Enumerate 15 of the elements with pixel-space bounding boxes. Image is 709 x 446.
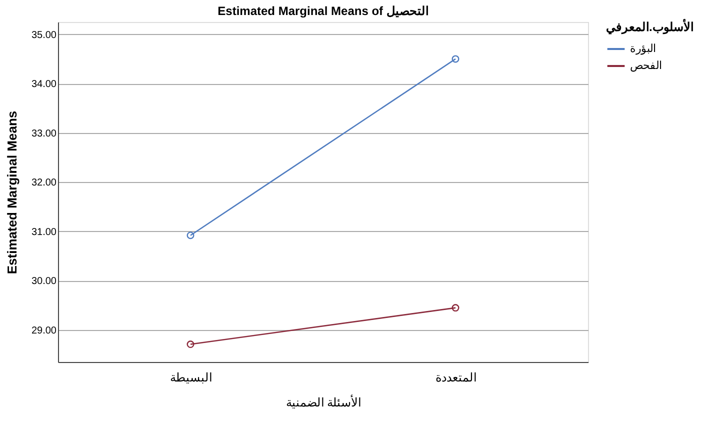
y-tick-label: 35.00 [31, 30, 57, 41]
y-tick-label: 32.00 [31, 178, 57, 189]
y-tick-label: 34.00 [31, 79, 57, 90]
legend-label: البؤرة [630, 43, 656, 55]
y-tick-label: 31.00 [31, 226, 57, 238]
y-axis-title: Estimated Marginal Means [4, 110, 20, 274]
x-axis-title: الأسئلة الضمنية [286, 394, 362, 410]
legend-title: الأسلوب.المعرفي [606, 19, 694, 35]
y-tick-label: 33.00 [31, 128, 57, 140]
y-tick-label: 30.00 [31, 276, 57, 288]
y-tick-label: 29.00 [31, 325, 57, 336]
chart-title: Estimated Marginal Means of التحصيل [218, 4, 428, 18]
legend-label: الفحص [630, 60, 662, 72]
x-tick-label: البسيطة [170, 370, 212, 384]
x-tick-label: المتعددة [436, 370, 476, 384]
